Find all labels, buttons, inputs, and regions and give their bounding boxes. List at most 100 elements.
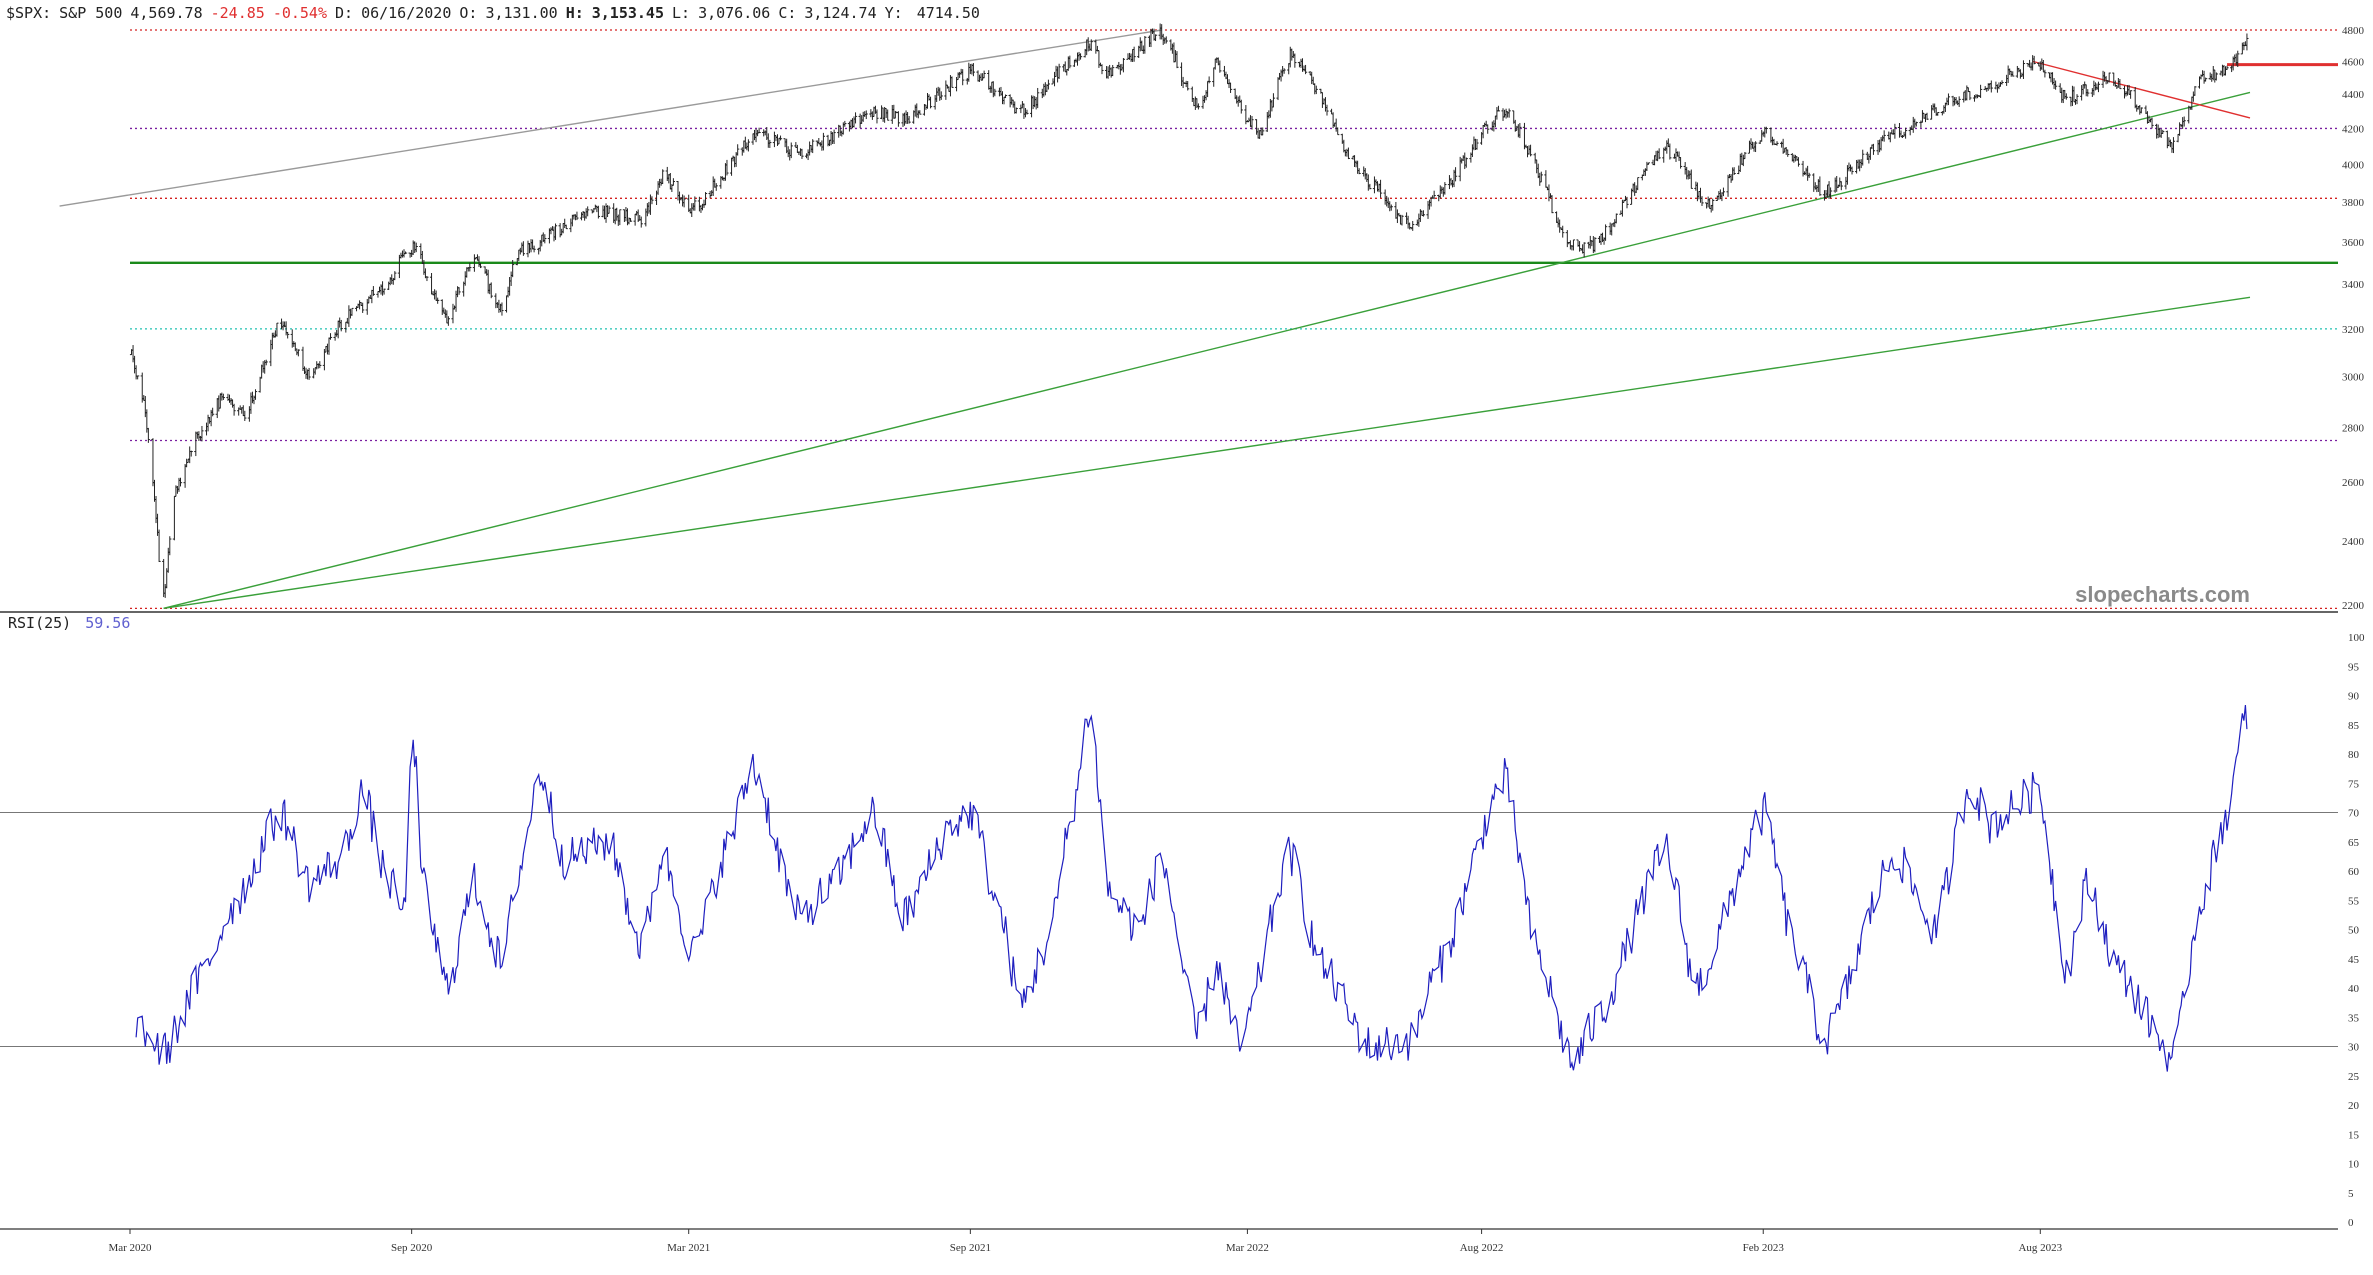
ohlc-bar xyxy=(189,450,193,457)
price-header: $SPX: S&P 500 4,569.78 -24.85 -0.54% D: 06/16/… xyxy=(6,4,980,22)
ohlc-bar xyxy=(1818,176,1822,196)
ohlc-bar xyxy=(2214,72,2218,81)
ohlc-bar xyxy=(511,259,515,278)
ohlc-bar xyxy=(757,127,761,134)
rsi-reference-layer xyxy=(0,812,2338,1047)
ohlc-bar xyxy=(500,302,504,316)
ohlc-bar xyxy=(961,69,965,86)
rsi-tick-label: 65 xyxy=(2348,837,2360,849)
ohlc-bar xyxy=(478,263,483,269)
ohlc-bar xyxy=(843,120,847,127)
ohlc-bar xyxy=(275,322,279,337)
header-close: 3,124.74 xyxy=(804,4,876,22)
ohlc-bar xyxy=(468,262,472,272)
ohlc-bar xyxy=(800,148,804,159)
ohlc-bar xyxy=(1400,214,1404,226)
header-date-label: D: xyxy=(335,4,353,22)
ohlc-bar xyxy=(982,70,986,79)
ohlc-bar xyxy=(618,209,622,226)
ohlc-bar xyxy=(1486,124,1490,134)
rsi-tick-label: 60 xyxy=(2348,866,2360,878)
ohlc-bar xyxy=(1786,149,1790,157)
ohlc-bar xyxy=(1453,167,1458,182)
ohlc-bar xyxy=(864,110,868,120)
ohlc-bar xyxy=(1625,196,1629,209)
ohlc-bar xyxy=(1100,64,1104,75)
ohlc-bar xyxy=(1603,224,1608,241)
ohlc-bar xyxy=(564,224,568,230)
ohlc-bar xyxy=(1003,94,1008,99)
ohlc-bar xyxy=(2245,33,2249,51)
ohlc-bar xyxy=(2129,90,2133,99)
ohlc-bar xyxy=(682,195,686,208)
rsi-tick-label: 15 xyxy=(2348,1129,2360,1141)
ohlc-bar xyxy=(1668,143,1672,160)
ohlc-bar xyxy=(146,427,150,443)
rsi-tick-label: 95 xyxy=(2348,661,2360,673)
ohlc-bar xyxy=(2236,50,2240,67)
price-tick-label: 3000 xyxy=(2342,371,2365,383)
ohlc-bar xyxy=(1368,183,1372,190)
ohlc-bar xyxy=(939,91,943,100)
ohlc-bar xyxy=(2064,93,2068,100)
ohlc-bar xyxy=(1068,55,1072,69)
ohlc-bar xyxy=(543,234,547,244)
ohlc-bar xyxy=(832,129,836,144)
ohlc-bar xyxy=(918,110,922,115)
rsi-tick-label: 75 xyxy=(2348,778,2360,790)
header-change: -24.85 xyxy=(211,4,265,22)
ohlc-bar xyxy=(1132,46,1136,62)
price-bars-layer xyxy=(129,23,2249,598)
ohlc-bar xyxy=(553,223,558,240)
date-tick-label: Feb 2023 xyxy=(1743,1242,1785,1254)
ohlc-bar xyxy=(2096,81,2101,93)
ohlc-bar xyxy=(1978,84,1983,98)
ohlc-bar xyxy=(1796,157,1801,167)
price-trendlines-layer xyxy=(59,29,2251,610)
ohlc-bar xyxy=(2054,80,2058,90)
ohlc-bar xyxy=(928,96,933,109)
ohlc-bar xyxy=(661,169,665,185)
rsi-value: 59.56 xyxy=(85,614,130,632)
rsi-tick-label: 20 xyxy=(2348,1100,2360,1112)
header-change-pct: -0.54% xyxy=(273,4,327,22)
ohlc-bar xyxy=(650,196,654,205)
ohlc-bar xyxy=(296,349,300,357)
ohlc-bar xyxy=(896,111,901,127)
ohlc-bar xyxy=(2118,79,2122,90)
ohlc-bar xyxy=(1636,177,1640,191)
rsi-tick-label: 85 xyxy=(2348,720,2360,732)
ohlc-bar xyxy=(1078,53,1083,60)
ohlc-bar xyxy=(1689,169,1693,189)
price-tick-label: 3400 xyxy=(2342,279,2365,291)
header-close-label: C: xyxy=(778,4,796,22)
ohlc-bar xyxy=(971,63,976,77)
ohlc-bar xyxy=(1164,36,1168,44)
ohlc-bar xyxy=(1336,127,1340,136)
date-tick-label: Sep 2021 xyxy=(950,1242,991,1254)
ohlc-bar xyxy=(1464,157,1468,168)
ohlc-bar xyxy=(1753,141,1758,153)
ohlc-bar xyxy=(693,196,697,211)
price-tick-label: 3600 xyxy=(2342,237,2365,249)
rsi-tick-label: 90 xyxy=(2348,691,2360,703)
ohlc-bar xyxy=(1228,82,1233,93)
ohlc-bar xyxy=(811,139,815,154)
ohlc-bar xyxy=(1657,148,1661,160)
ohlc-bar xyxy=(436,297,440,304)
ohlc-bar xyxy=(307,367,311,380)
rsi-tick-label: 0 xyxy=(2348,1217,2354,1229)
ohlc-bar xyxy=(1443,182,1447,195)
ohlc-bar xyxy=(2204,77,2208,82)
ohlc-bar xyxy=(1196,103,1201,110)
ohlc-bar xyxy=(457,287,461,295)
ohlc-bar xyxy=(1111,64,1115,77)
ohlc-bar xyxy=(725,159,729,176)
ohlc-bar xyxy=(2107,72,2111,83)
ohlc-bar xyxy=(1968,91,1972,101)
trendline xyxy=(2032,60,2251,119)
ohlc-bar xyxy=(414,242,418,253)
ohlc-bar xyxy=(1646,162,1651,165)
